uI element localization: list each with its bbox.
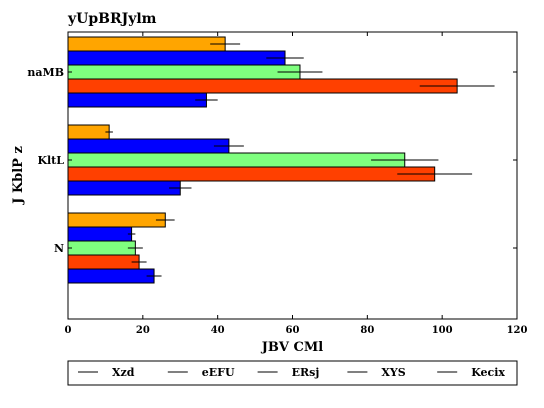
bar: [68, 65, 300, 79]
legend-label: Xzd: [112, 366, 135, 379]
bar: [68, 79, 457, 93]
bar: [68, 213, 165, 227]
chart-title: yUpBRJylm: [67, 11, 157, 27]
legend-label: Kecix: [471, 366, 505, 379]
bar: [68, 241, 135, 255]
x-tick-label: 0: [65, 325, 72, 336]
x-axis-label: JBV CMl: [261, 340, 323, 355]
y-tick-label: KltL: [37, 154, 64, 167]
legend-label: ERsj: [292, 366, 320, 379]
bar: [68, 255, 139, 269]
bar: [68, 51, 285, 65]
bar: [68, 269, 154, 283]
bar: [68, 153, 405, 167]
y-tick-label: N: [54, 242, 64, 255]
bar: [68, 167, 435, 181]
bar: [68, 37, 225, 51]
bar: [68, 181, 180, 195]
bar: [68, 125, 109, 139]
x-tick-label: 100: [432, 325, 453, 336]
bar: [68, 93, 206, 107]
x-tick-label: 20: [136, 325, 150, 336]
x-tick-label: 120: [507, 325, 528, 336]
x-tick-label: 80: [360, 325, 374, 336]
x-tick-label: 60: [286, 325, 300, 336]
y-axis-label: J KblP z: [11, 146, 26, 205]
y-tick-label: naMB: [27, 66, 64, 79]
legend-label: XYS: [381, 366, 405, 379]
legend: Xzd eEFU ERsj XYS Kecix: [68, 361, 517, 385]
legend-label: eEFU: [202, 366, 235, 379]
x-tick-label: 40: [211, 325, 225, 336]
bar: [68, 139, 229, 153]
bar: [68, 227, 132, 241]
